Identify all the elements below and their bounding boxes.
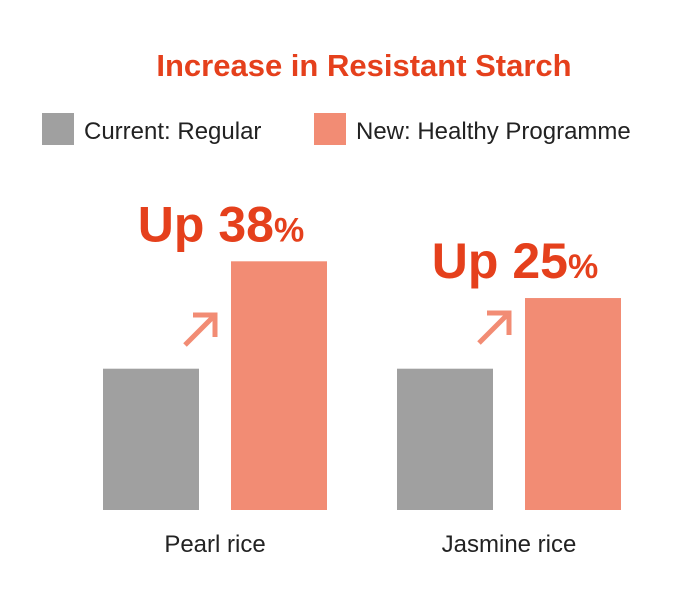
- bar-pearl-rice-new: [231, 261, 327, 510]
- increase-label-jasmine-rice: Up 25%: [432, 233, 598, 289]
- category-label-jasmine-rice: Jasmine rice: [442, 531, 577, 558]
- arrow-up-right-icon: [183, 312, 218, 347]
- legend-label-new: New: Healthy Programme: [356, 118, 631, 145]
- arrow-up-right-icon: [477, 310, 512, 345]
- bar-jasmine-rice-current: [397, 368, 493, 510]
- bar-pearl-rice-current: [103, 368, 199, 510]
- legend-swatch-current: [42, 113, 74, 145]
- legend: Current: Regular New: Healthy Programme: [42, 113, 631, 145]
- chart-title: Increase in Resistant Starch: [156, 48, 571, 83]
- legend-swatch-new: [314, 113, 346, 145]
- increase-label-pearl-rice: Up 38%: [138, 196, 304, 252]
- chart-marks: Pearl rice Up 38% Jasmine rice Up 25%: [103, 196, 621, 558]
- legend-label-current: Current: Regular: [84, 118, 261, 145]
- bar-jasmine-rice-new: [525, 298, 621, 510]
- category-label-pearl-rice: Pearl rice: [164, 531, 265, 558]
